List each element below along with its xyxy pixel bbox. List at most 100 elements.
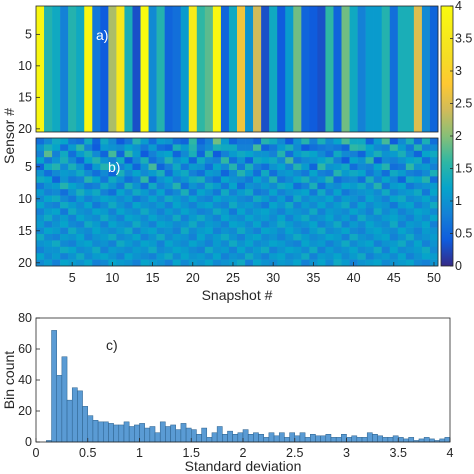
histogram-xtick-label: 4	[447, 446, 454, 460]
heatmap-b-cell	[261, 214, 270, 222]
heatmap-b-cell	[373, 195, 383, 203]
heatmap-b-cell	[341, 227, 350, 235]
heatmap-b-cell	[124, 227, 133, 235]
heatmap-b-cell	[44, 259, 53, 267]
heatmap-b-cell	[405, 208, 415, 216]
heatmap-a-column	[164, 6, 173, 132]
heatmap-b-cell	[277, 157, 286, 164]
heatmap-b-cell	[196, 144, 206, 152]
heatmap-b-cell	[341, 208, 350, 216]
heatmap-a-column	[357, 6, 366, 132]
histogram-bar	[51, 330, 57, 443]
heatmap-b-cell	[180, 227, 190, 235]
heatmap-b-cell	[397, 234, 407, 241]
heatmap-b-cell	[172, 182, 182, 190]
heatmap-b-cell	[285, 157, 294, 164]
heatmap-b-cell	[196, 182, 206, 190]
histogram-bar	[351, 435, 358, 443]
histogram-xtick-label: 3.5	[390, 446, 407, 460]
heatmap-b-cell	[156, 202, 165, 209]
heatmap-b-cell	[285, 138, 294, 145]
heatmap-b-cell	[405, 240, 415, 248]
heatmap-b-cell	[293, 240, 302, 248]
heatmap-b-cell	[196, 208, 206, 216]
heatmap-b-cell	[132, 246, 141, 254]
heatmap-b-cell	[68, 208, 77, 216]
heatmap-b-cell	[253, 227, 262, 235]
heatmap-b-cell	[92, 144, 101, 152]
colorbar-tick-label: 4	[455, 0, 462, 13]
heatmap-b-cell	[92, 208, 101, 216]
heatmap-b-cell	[357, 234, 366, 241]
heatmap-b-cell	[164, 189, 173, 196]
heatmap-b-cell	[140, 163, 149, 171]
heatmap-b-cell	[52, 170, 61, 177]
heatmap-a-ytick-label: 20	[18, 122, 32, 136]
heatmap-b-cell	[357, 253, 366, 260]
heatmap-b-cell	[253, 189, 262, 196]
heatmap-b-cell	[52, 138, 61, 145]
heatmap-b-cell	[381, 227, 391, 235]
heatmap-b-cell	[44, 144, 53, 152]
heatmap-b-cell	[309, 189, 318, 196]
heatmap-b-cell	[108, 182, 117, 190]
heatmap-b-cell	[212, 150, 222, 158]
heatmap-b-cell	[261, 227, 270, 235]
histogram-bar	[82, 406, 89, 443]
heatmap-b-cell	[373, 253, 383, 260]
heatmap-b-cell	[172, 163, 182, 171]
heatmap-b-cell	[164, 227, 173, 235]
colorbar-tick-label: 0	[455, 259, 462, 273]
heatmap-b-cell	[253, 246, 262, 254]
heatmap-b-cell	[341, 259, 350, 267]
heatmap-b-cell	[341, 202, 350, 209]
heatmap-b-cell	[253, 150, 262, 158]
heatmap-b-cell	[253, 182, 262, 190]
heatmap-b-cell	[164, 144, 173, 152]
heatmap-b-cell	[204, 176, 214, 184]
heatmap-b-cell	[389, 138, 399, 145]
heatmap-b-cell	[381, 150, 391, 158]
histogram-bar	[61, 356, 68, 443]
heatmap-b-cell	[52, 202, 61, 209]
heatmap-b-cell	[429, 157, 439, 164]
heatmap-b-cell	[92, 253, 101, 260]
heatmap-b-cell	[52, 246, 61, 254]
heatmap-b-cell	[325, 176, 334, 184]
heatmap-b-cell	[76, 195, 85, 203]
heatmap-b-cell	[237, 214, 246, 222]
histogram-bar	[408, 437, 415, 443]
heatmap-b-cell	[317, 208, 326, 216]
heatmap-b-cell	[285, 163, 294, 171]
heatmap-b-cell	[269, 150, 278, 158]
heatmap-a-column	[301, 6, 310, 132]
histogram-bar	[237, 432, 244, 443]
heatmap-b-cell	[140, 138, 149, 145]
heatmap-b-cell	[108, 163, 117, 171]
histogram-bar	[423, 437, 430, 443]
heatmap-b-cell	[269, 138, 278, 145]
heatmap-b-cell	[413, 259, 423, 267]
heatmap-b-cell	[180, 182, 190, 190]
heatmap-b-cell	[132, 150, 141, 158]
heatmap-b-cell	[52, 208, 61, 216]
heatmap-b-cell	[116, 138, 125, 145]
heatmap-b-cell	[373, 240, 383, 248]
heatmap-b-cell	[397, 214, 407, 222]
heatmap-b-cell	[237, 240, 246, 248]
histogram-bar	[216, 426, 223, 443]
heatmap-b-cell	[309, 234, 318, 241]
heatmap-b-cell	[220, 138, 230, 145]
heatmap-b-cell	[381, 195, 391, 203]
heatmap-b-cell	[60, 240, 69, 248]
heatmap-b-cell	[44, 253, 53, 260]
heatmap-b-cell	[349, 208, 358, 216]
heatmap-b-cell	[365, 163, 374, 171]
heatmap-b-cell	[164, 208, 173, 216]
sensor-axis-label: Sensor #	[1, 108, 17, 164]
heatmap-b-cell	[429, 246, 439, 254]
heatmap-b-cell	[381, 163, 391, 171]
heatmap-a-column	[204, 6, 214, 132]
heatmap-b-cell	[245, 157, 254, 164]
heatmap-b-cell	[84, 246, 93, 254]
